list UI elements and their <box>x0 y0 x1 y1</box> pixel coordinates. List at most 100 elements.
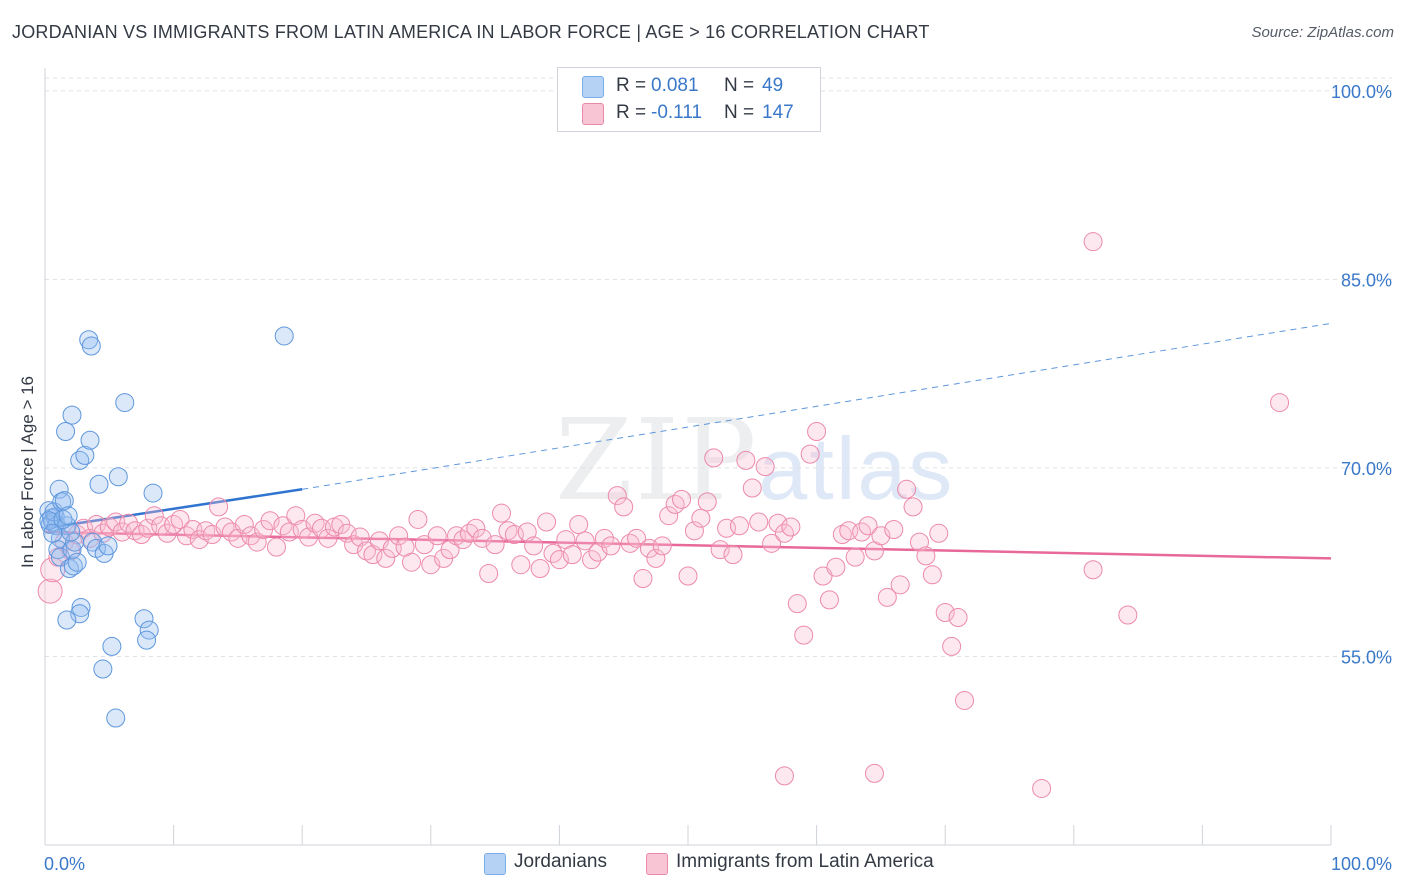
immigrants-point <box>498 521 518 541</box>
immigrants-point <box>877 587 897 607</box>
immigrants-point <box>601 536 621 556</box>
immigrants-point <box>897 479 917 499</box>
grid <box>45 77 1392 657</box>
immigrants-point <box>427 526 447 546</box>
jordanians-point <box>102 636 122 656</box>
immigrants-point <box>729 516 749 536</box>
immigrants-point <box>826 557 846 577</box>
immigrants-point <box>736 450 756 470</box>
immigrants-point <box>742 478 762 498</box>
correlation-legend: R = 0.081 N = 49 R = -0.111 N = 147 <box>557 67 821 132</box>
immigrants-point <box>794 625 814 645</box>
immigrants-point <box>691 508 711 528</box>
immigrants-point <box>1083 232 1103 252</box>
jordanians-point <box>81 336 101 356</box>
jordanians-point <box>108 467 128 487</box>
immigrants-point <box>768 513 788 533</box>
immigrants-point <box>466 518 486 538</box>
axes <box>44 68 1332 846</box>
immigrants-point <box>819 590 839 610</box>
immigrants-point <box>562 545 582 565</box>
immigrants-point <box>922 565 942 585</box>
jordanians-point <box>106 708 126 728</box>
jordanians-point <box>80 430 100 450</box>
r-label: R = <box>616 75 647 96</box>
immigrants-point <box>807 421 827 441</box>
immigrants-point <box>1083 560 1103 580</box>
immigrants-point <box>537 512 557 532</box>
jordanians-point <box>75 445 95 465</box>
immigrants-point <box>659 506 679 526</box>
immigrants-point <box>170 509 190 529</box>
immigrants-point <box>652 536 672 556</box>
immigrants-point <box>858 516 878 536</box>
data-points <box>37 232 1290 798</box>
immigrants-point <box>723 545 743 565</box>
jordanians-point <box>39 511 59 531</box>
immigrants-swatch <box>646 853 668 875</box>
r-label: R = <box>616 102 647 123</box>
immigrants-point <box>704 448 724 468</box>
immigrants-point <box>665 494 685 514</box>
immigrants-point <box>247 532 267 552</box>
y-tick-label: 85.0% <box>1341 270 1392 290</box>
jordanians-point <box>143 483 163 503</box>
jordanians-point <box>137 630 157 650</box>
immigrants-point <box>530 558 550 578</box>
immigrants-point <box>549 550 569 570</box>
jordanians-point <box>93 659 113 679</box>
immigrants-point <box>164 514 184 534</box>
immigrants-point <box>929 523 949 543</box>
immigrants-point <box>903 497 923 517</box>
n-value: 49 <box>762 75 784 96</box>
immigrants-point <box>305 513 325 533</box>
n-label: N = <box>724 102 755 123</box>
watermark-main: ZIP <box>555 396 759 526</box>
immigrants-point <box>74 518 94 538</box>
immigrants-point <box>389 526 409 546</box>
immigrants-point <box>215 517 235 537</box>
jordanians-point <box>63 556 83 576</box>
jordanians-point <box>67 552 87 572</box>
immigrants-point <box>363 545 383 565</box>
x-tick-label: 100.0% <box>1331 854 1392 874</box>
immigrants-point <box>260 511 280 531</box>
immigrants-point <box>350 527 370 547</box>
immigrants-point <box>1032 778 1052 798</box>
immigrants-point <box>492 503 512 523</box>
r-value: -0.111 <box>651 102 703 123</box>
jordanians-point <box>53 509 73 529</box>
immigrants-point <box>440 540 460 560</box>
jordanians-point <box>54 491 74 511</box>
immigrants-point <box>710 540 730 560</box>
immigrants-point <box>402 552 422 572</box>
tick-labels: 55.0% 70.0% 85.0% 100.0% 0.0% 100.0% <box>44 82 1392 874</box>
immigrants-point <box>800 444 820 464</box>
n-label: N = <box>724 75 755 96</box>
immigrants-point <box>697 492 717 512</box>
immigrants-point <box>575 531 595 551</box>
immigrants-point <box>318 528 338 548</box>
jordanians-point <box>49 479 69 499</box>
immigrants-point <box>614 497 634 517</box>
immigrants-point <box>1118 605 1138 625</box>
jordanians-point <box>62 405 82 425</box>
immigrants-point <box>517 522 537 542</box>
jordanians-point <box>58 506 78 526</box>
immigrants-point <box>633 569 653 589</box>
immigrants-point <box>266 537 286 557</box>
immigrants-point <box>607 486 627 506</box>
legend-label: Immigrants from Latin America <box>676 851 934 872</box>
immigrants-point <box>119 513 139 533</box>
immigrants-point <box>942 636 962 656</box>
immigrants-point <box>408 509 428 529</box>
immigrants-point <box>144 506 164 526</box>
immigrants-point <box>337 523 357 543</box>
immigrants-point <box>672 489 692 509</box>
jordanians-swatch <box>484 853 506 875</box>
jordanians-point <box>56 421 76 441</box>
immigrants-point <box>774 766 794 786</box>
immigrants-point <box>582 550 602 570</box>
immigrants-point <box>376 548 396 568</box>
